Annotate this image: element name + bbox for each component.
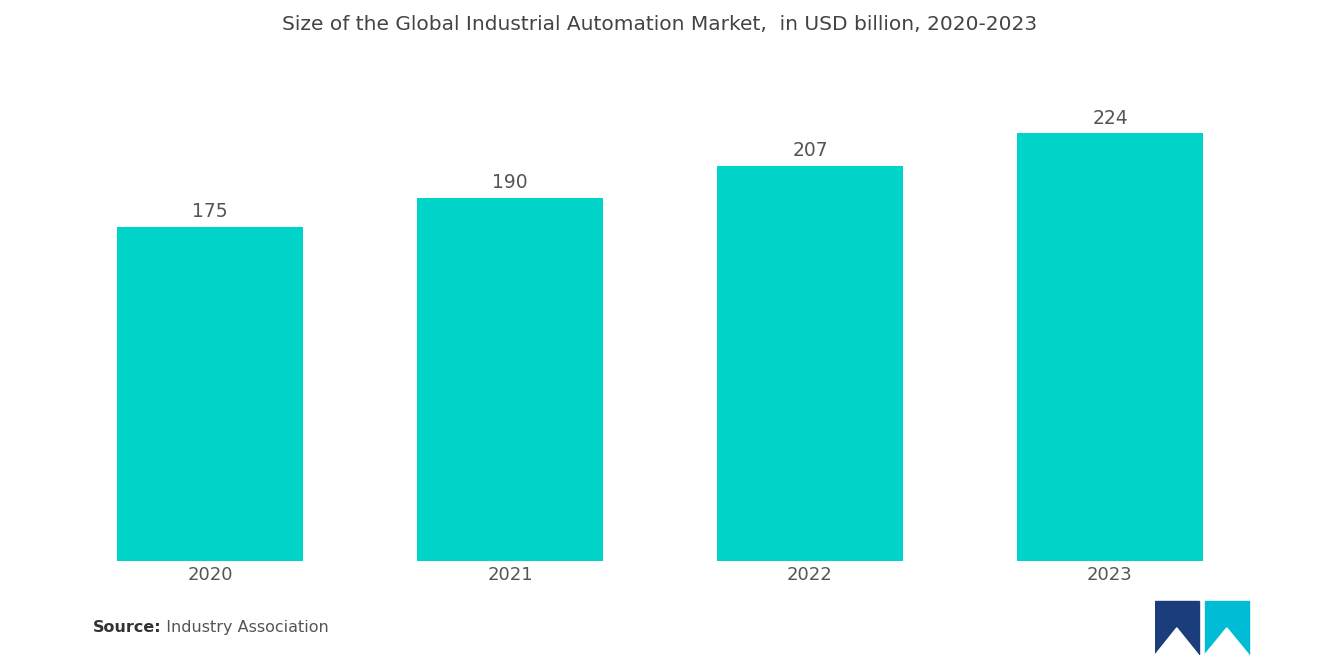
Title: Size of the Global Industrial Automation Market,  in USD billion, 2020-2023: Size of the Global Industrial Automation… xyxy=(282,15,1038,34)
Bar xyxy=(1016,133,1203,561)
Polygon shape xyxy=(1204,601,1249,655)
Text: 190: 190 xyxy=(492,174,528,192)
Text: 207: 207 xyxy=(792,141,828,160)
Polygon shape xyxy=(1155,601,1199,655)
Polygon shape xyxy=(1155,628,1199,655)
Text: Source:: Source: xyxy=(92,620,161,635)
Bar xyxy=(717,166,903,561)
Polygon shape xyxy=(1204,628,1249,655)
Bar xyxy=(417,198,603,561)
Text: 175: 175 xyxy=(193,202,228,221)
Text: Industry Association: Industry Association xyxy=(156,620,329,635)
Text: 224: 224 xyxy=(1092,108,1127,128)
Bar xyxy=(117,227,304,561)
